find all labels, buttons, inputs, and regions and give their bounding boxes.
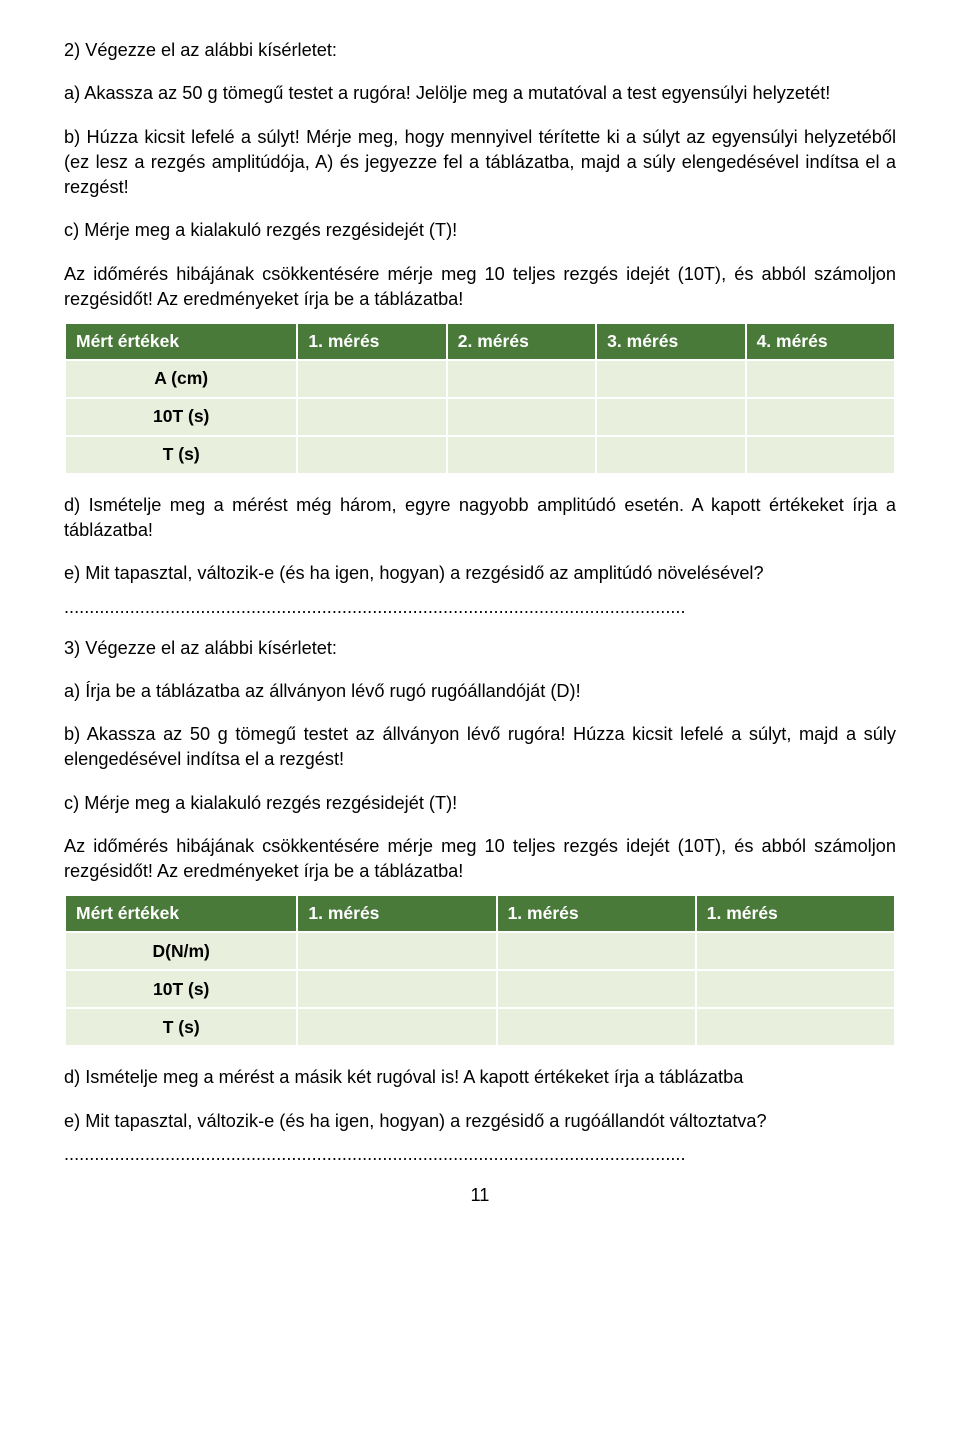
- table-data-cell: [746, 360, 895, 398]
- table-row: 10T (s): [65, 970, 895, 1008]
- table-data-cell: [596, 398, 745, 436]
- table-row-label: T (s): [65, 436, 297, 474]
- table-row-label: D(N/m): [65, 932, 297, 970]
- measurement-table-1: Mért értékek 1. mérés 2. mérés 3. mérés …: [64, 322, 896, 475]
- table-header-cell: 1. mérés: [696, 895, 895, 932]
- table-row-label: A (cm): [65, 360, 297, 398]
- exp2-step-a: a) Akassza az 50 g tömegű testet a rugór…: [64, 81, 896, 106]
- exp3-step-a: a) Írja be a táblázatba az állványon lév…: [64, 679, 896, 704]
- exp2-step-e: e) Mit tapasztal, változik-e (és ha igen…: [64, 561, 896, 586]
- table-data-cell: [297, 932, 496, 970]
- table-header-row: Mért értékek 1. mérés 1. mérés 1. mérés: [65, 895, 895, 932]
- table-header-cell: 3. mérés: [596, 323, 745, 360]
- table-row: T (s): [65, 436, 895, 474]
- table-data-cell: [696, 970, 895, 1008]
- table-row-label: T (s): [65, 1008, 297, 1046]
- table-data-cell: [696, 1008, 895, 1046]
- table-data-cell: [746, 398, 895, 436]
- exp3-step-d: d) Ismételje meg a mérést a másik két ru…: [64, 1065, 896, 1090]
- table-data-cell: [447, 398, 596, 436]
- table-data-cell: [297, 398, 446, 436]
- table-data-cell: [596, 436, 745, 474]
- table-data-cell: [497, 1008, 696, 1046]
- table-data-cell: [297, 970, 496, 1008]
- exp2-step-c: c) Mérje meg a kialakuló rezgés rezgésid…: [64, 218, 896, 243]
- dotted-fill-line: ........................................…: [64, 597, 896, 618]
- table-data-cell: [447, 360, 596, 398]
- exp2-step-b: b) Húzza kicsit lefelé a súlyt! Mérje me…: [64, 125, 896, 200]
- exp3-step-e: e) Mit tapasztal, változik-e (és ha igen…: [64, 1109, 896, 1134]
- table-header-cell: 1. mérés: [497, 895, 696, 932]
- table-header-cell: 1. mérés: [297, 895, 496, 932]
- dotted-fill-line: ........................................…: [64, 1144, 896, 1165]
- table-data-cell: [596, 360, 745, 398]
- table-data-cell: [447, 436, 596, 474]
- measurement-table-2: Mért értékek 1. mérés 1. mérés 1. mérés …: [64, 894, 896, 1047]
- table-data-cell: [497, 932, 696, 970]
- table-data-cell: [696, 932, 895, 970]
- page-number: 11: [64, 1185, 896, 1206]
- table-data-cell: [297, 360, 446, 398]
- exp2-header: 2) Végezze el az alábbi kísérletet:: [64, 38, 896, 63]
- table-data-cell: [497, 970, 696, 1008]
- table-header-cell: Mért értékek: [65, 323, 297, 360]
- exp2-step-d: d) Ismételje meg a mérést még három, egy…: [64, 493, 896, 543]
- table-row: 10T (s): [65, 398, 895, 436]
- exp2-note: Az időmérés hibájának csökkentésére mérj…: [64, 262, 896, 312]
- table-header-cell: Mért értékek: [65, 895, 297, 932]
- table-data-cell: [297, 1008, 496, 1046]
- table-header-cell: 2. mérés: [447, 323, 596, 360]
- table-row-label: 10T (s): [65, 398, 297, 436]
- table-row-label: 10T (s): [65, 970, 297, 1008]
- table-header-cell: 4. mérés: [746, 323, 895, 360]
- table-data-cell: [746, 436, 895, 474]
- table-row: A (cm): [65, 360, 895, 398]
- exp3-step-c: c) Mérje meg a kialakuló rezgés rezgésid…: [64, 791, 896, 816]
- table-header-cell: 1. mérés: [297, 323, 446, 360]
- exp3-note: Az időmérés hibájának csökkentésére mérj…: [64, 834, 896, 884]
- table-data-cell: [297, 436, 446, 474]
- table-row: T (s): [65, 1008, 895, 1046]
- table-row: D(N/m): [65, 932, 895, 970]
- page-content: 2) Végezze el az alábbi kísérletet: a) A…: [0, 0, 960, 1236]
- exp3-header: 3) Végezze el az alábbi kísérletet:: [64, 636, 896, 661]
- exp3-step-b: b) Akassza az 50 g tömegű testet az állv…: [64, 722, 896, 772]
- table-header-row: Mért értékek 1. mérés 2. mérés 3. mérés …: [65, 323, 895, 360]
